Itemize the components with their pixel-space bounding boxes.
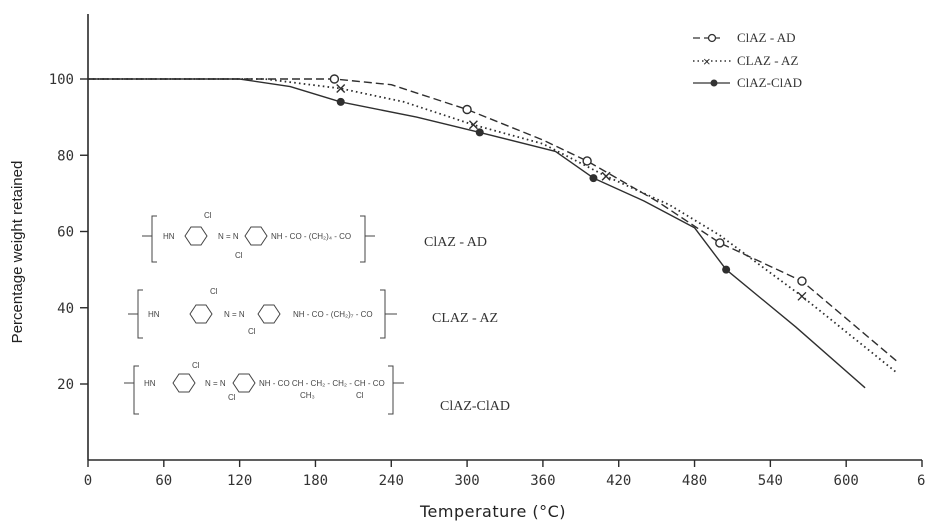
y-axis-title: Percentage weight retained xyxy=(9,161,26,344)
cross-marker xyxy=(336,84,346,94)
structure-fragment: Cl xyxy=(204,211,212,220)
structure-claz-az: HN Cl N = N NH - CO - (CH₂)₇ - CO Cl CLA… xyxy=(128,287,498,339)
y-tick-label: 40 xyxy=(57,301,74,317)
structure-fragment: Cl xyxy=(235,251,243,260)
series-group xyxy=(88,78,898,389)
cross-stroke xyxy=(336,84,346,94)
structure-fragment: NH - CO - (CH₂)₇ - CO xyxy=(293,310,373,319)
legend-label-claz-az: CLAZ - AZ xyxy=(737,53,798,68)
x-tick-label: 0 xyxy=(84,473,92,489)
structure-label-claz-clad: ClAZ-ClAD xyxy=(440,399,510,414)
y-tick-label: 80 xyxy=(57,148,74,164)
legend-filled-circle-icon xyxy=(710,79,718,87)
structure-fragment: Cl xyxy=(228,393,236,402)
benzene-ring-icon xyxy=(244,226,268,246)
structure-label-claz-ad: ClAZ - AD xyxy=(424,235,487,250)
y-tick-label: 60 xyxy=(57,225,74,241)
x-axis-title: Temperature (°C) xyxy=(419,502,566,521)
legend-entry-claz-clad: ClAZ-ClAD xyxy=(693,75,802,90)
cross-marker xyxy=(601,171,611,181)
legend-label-claz-ad: ClAZ - AD xyxy=(737,30,796,45)
open-circle-marker xyxy=(797,276,807,286)
structure-claz-clad: HN Cl N = N NH - CO CH - CH₂ - CH₂ - CH … xyxy=(124,361,510,415)
benzene-ring-icon xyxy=(184,226,208,246)
structure-fragment: HN xyxy=(163,232,175,241)
x-tick-label: 6 xyxy=(917,473,925,489)
cross-stroke xyxy=(797,291,807,301)
benzene-ring-icon xyxy=(189,304,213,324)
y-tick-label: 20 xyxy=(57,377,74,393)
structure-fragment: Cl xyxy=(248,327,256,336)
structure-fragment: NH - CO - (CH₂)₄ - CO xyxy=(271,232,351,241)
structure-fragment: N = N xyxy=(218,232,239,241)
legend-label-claz-clad: ClAZ-ClAD xyxy=(737,75,802,90)
bracket-right xyxy=(360,215,366,263)
x-tick-label: 360 xyxy=(530,473,555,489)
open-circle-marker xyxy=(329,74,340,84)
x-tick-label: 180 xyxy=(303,473,328,489)
structure-fragment: HN xyxy=(144,379,156,388)
x-tick-label: 600 xyxy=(834,473,859,489)
filled-circle-marker xyxy=(722,265,731,274)
open-circle-marker xyxy=(715,238,725,248)
x-tick-label: 120 xyxy=(227,473,252,489)
bracket-right xyxy=(380,289,386,339)
cross-stroke xyxy=(601,171,611,181)
structure-label-claz-az: CLAZ - AZ xyxy=(432,311,498,326)
x-tick-label: 420 xyxy=(606,473,631,489)
cross-marker xyxy=(797,291,807,301)
axes xyxy=(87,14,922,461)
cross-stroke xyxy=(468,120,478,130)
filled-circle-marker xyxy=(336,97,345,106)
legend-open-circle-icon xyxy=(707,33,717,43)
structure-fragment: Cl xyxy=(210,287,218,296)
legend-cross-icon: × xyxy=(703,54,711,69)
bracket-left xyxy=(137,289,143,339)
structure-fragment: Cl xyxy=(356,391,364,400)
structure-fragment: NH - CO CH - CH₂ - CH₂ - CH - CO xyxy=(259,379,385,388)
filled-circle-marker xyxy=(589,174,598,183)
bracket-left xyxy=(151,215,157,263)
filled-circle-marker xyxy=(475,128,484,137)
legend: ClAZ - AD × CLAZ - AZ ClAZ-ClAD xyxy=(693,30,802,90)
structure-fragment: HN xyxy=(148,310,160,319)
x-tick-label: 60 xyxy=(155,473,172,489)
marker-group xyxy=(329,74,807,301)
bracket-right xyxy=(388,365,394,415)
benzene-ring-icon xyxy=(257,304,281,324)
x-tick-label: 540 xyxy=(758,473,783,489)
structure-fragment: CH₃ xyxy=(300,391,315,400)
x-tick-label: 240 xyxy=(379,473,404,489)
cross-marker xyxy=(468,120,478,130)
legend-entry-claz-az: × CLAZ - AZ xyxy=(693,53,798,69)
benzene-ring-icon xyxy=(232,373,256,393)
bracket-left xyxy=(133,365,139,415)
structure-fragment: N = N xyxy=(224,310,245,319)
legend-entry-claz-ad: ClAZ - AD xyxy=(693,30,796,45)
y-tick-label: 100 xyxy=(49,72,74,88)
open-circle-marker xyxy=(462,104,472,115)
structure-claz-ad: HN Cl N = N NH - CO - (CH₂)₄ - CO Cl ClA… xyxy=(142,211,487,263)
structure-fragment: Cl xyxy=(192,361,200,370)
benzene-ring-icon xyxy=(172,373,196,393)
structure-fragment: N = N xyxy=(205,379,226,388)
series-line-1 xyxy=(88,78,898,374)
tick-group: 0 60 120 180 240 300 360 420 480 540 600 6 20 40 60 80 1… xyxy=(49,72,926,489)
x-tick-label: 300 xyxy=(454,473,479,489)
x-tick-label: 480 xyxy=(682,473,707,489)
open-circle-marker xyxy=(582,156,592,166)
